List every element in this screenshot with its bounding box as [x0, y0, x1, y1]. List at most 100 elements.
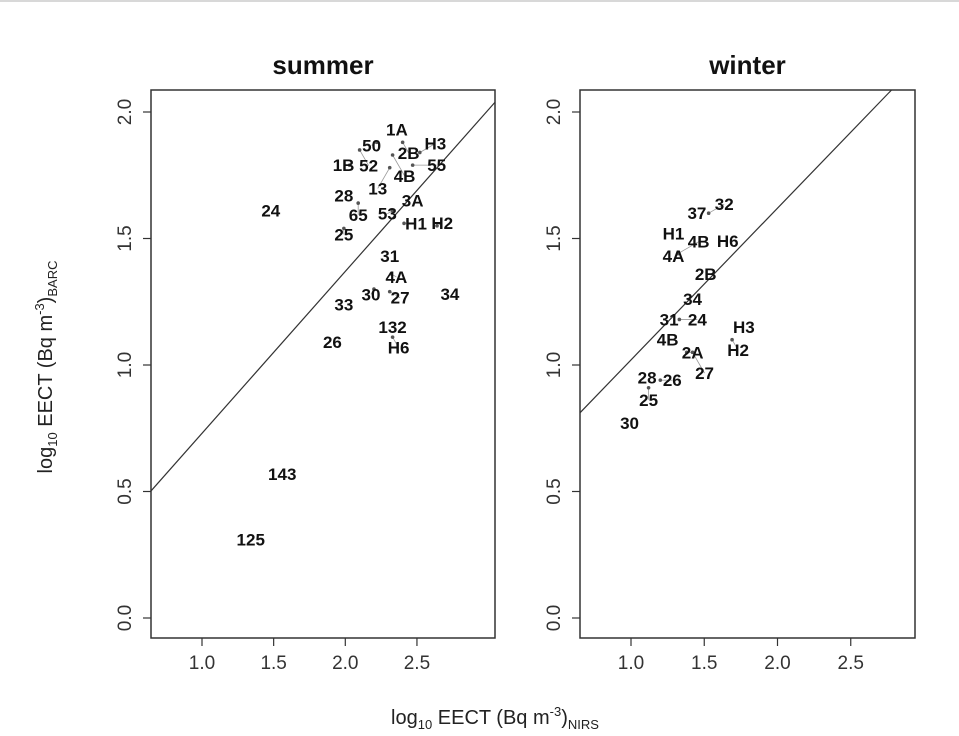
point-label: 55 — [427, 156, 446, 175]
y-tick-label: 0.0 — [544, 605, 565, 631]
point-label: 32 — [715, 195, 734, 214]
point-label: 4B — [657, 331, 679, 350]
point-label: 25 — [334, 225, 353, 244]
point-label: 52 — [359, 157, 378, 176]
point-marker — [347, 163, 352, 167]
x-tick-label: 2.5 — [404, 653, 430, 674]
point-label: H2 — [727, 341, 749, 360]
x-tick-label: 2.0 — [332, 653, 358, 674]
point-label: 1B — [333, 156, 355, 175]
y-axis-label: log10 EECT (Bq m-3)BARC — [32, 261, 60, 474]
point-label: 4A — [663, 247, 685, 266]
x-tick-label: 2.0 — [764, 653, 790, 674]
leader-lines — [342, 140, 443, 348]
x-tick-label: 1.0 — [189, 653, 215, 674]
label-leader-line — [377, 167, 391, 189]
point-marker — [646, 385, 651, 390]
point-marker — [357, 148, 362, 152]
point-marker — [390, 208, 395, 213]
point-label: 26 — [323, 333, 342, 352]
point-marker — [706, 211, 711, 215]
point-label: 31 — [380, 247, 399, 266]
point-label: 2B — [398, 144, 420, 163]
point-label: 24 — [688, 310, 707, 329]
point-label: H3 — [425, 134, 447, 153]
point-label: H6 — [388, 339, 410, 358]
y-tick-label: 1.0 — [544, 352, 565, 378]
point-label: 1A — [386, 121, 408, 140]
point-label: H1 — [663, 224, 685, 243]
point-marker — [375, 140, 379, 145]
point-label: 28 — [638, 369, 657, 388]
point-label: 26 — [663, 371, 682, 390]
point-marker — [400, 140, 405, 145]
y-tick-label: 1.5 — [115, 225, 136, 251]
y-tick-label: 0.5 — [115, 478, 136, 504]
label-leader-line — [419, 143, 436, 153]
label-leader-line — [402, 142, 409, 153]
point-label: 30 — [361, 285, 380, 304]
x-label-part: ) — [561, 707, 568, 729]
y-tick-label: 0.0 — [115, 605, 136, 631]
point-label: 65 — [349, 206, 368, 225]
point-label: 50 — [362, 136, 381, 155]
point-label: 53 — [378, 205, 397, 224]
y-label-part: 10 — [45, 432, 60, 446]
x-tick-label: 1.5 — [260, 653, 286, 674]
point-marker — [387, 289, 392, 294]
y-label-part: log — [35, 447, 57, 474]
point-label: 37 — [687, 204, 706, 223]
plot-frame — [579, 89, 916, 639]
point-label: 34 — [440, 285, 459, 304]
point-marker — [676, 251, 680, 256]
point-marker — [342, 226, 346, 231]
point-label: 2A — [682, 343, 704, 362]
point-label: 13 — [368, 179, 387, 198]
label-leader-line — [392, 336, 399, 348]
x-label-part: NIRS — [568, 717, 599, 732]
x-label-part: EECT (Bq m — [432, 707, 549, 729]
point-marker — [387, 165, 392, 170]
leader-lines — [646, 203, 739, 400]
point-label: 2B — [695, 265, 717, 284]
point-marker — [658, 378, 663, 382]
point-marker — [390, 153, 395, 157]
label-leader-line — [692, 352, 705, 374]
point-label: 33 — [334, 295, 353, 314]
point-label: 28 — [334, 186, 353, 205]
point-label: H1 — [405, 214, 427, 233]
point-marker — [677, 317, 682, 322]
y-tick-label: 2.0 — [544, 99, 565, 125]
x-tick-label: 1.0 — [618, 653, 644, 674]
label-leader-line — [359, 149, 369, 166]
y-label-part: -3 — [32, 303, 47, 315]
point-label: 30 — [620, 414, 639, 433]
label-leader-line — [731, 339, 739, 351]
y-tick-label: 0.5 — [544, 478, 565, 504]
x-tick-label: 1.5 — [691, 653, 717, 674]
point-marker — [730, 337, 734, 342]
point-label: H6 — [717, 232, 739, 251]
point-marker — [389, 272, 393, 276]
y-label-part: ) — [35, 297, 57, 304]
point-label: 132 — [378, 318, 406, 337]
point-label: 24 — [261, 202, 280, 221]
y-label-part: BARC — [45, 261, 60, 297]
point-marker — [390, 335, 395, 339]
point-marker — [684, 350, 689, 355]
y-label-part: EECT (Bq m — [35, 315, 57, 432]
point-label: H3 — [733, 318, 755, 337]
point-label: 4B — [688, 233, 710, 252]
point-label: 4A — [385, 268, 407, 287]
y-tick-label: 1.5 — [544, 225, 565, 251]
plot-frame — [150, 89, 496, 639]
point-label: 27 — [391, 289, 410, 308]
point-label: 25 — [639, 391, 658, 410]
x-label-part: 10 — [418, 717, 432, 732]
point-marker — [435, 224, 439, 228]
x-axis-label: log10 EECT (Bq m-3)NIRS — [391, 704, 599, 732]
point-marker — [402, 221, 406, 226]
point-marker — [356, 201, 360, 205]
